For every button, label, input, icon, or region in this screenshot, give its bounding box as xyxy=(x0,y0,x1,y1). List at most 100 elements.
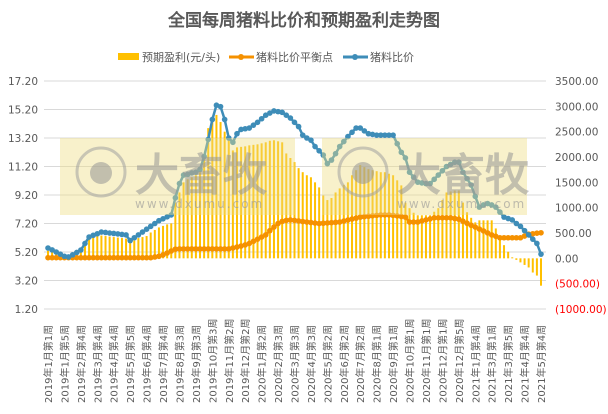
breakeven-point xyxy=(102,254,109,261)
ratio-point xyxy=(176,180,183,187)
breakeven-point xyxy=(382,212,388,218)
breakeven-point xyxy=(365,213,372,220)
x-tick-label: 2020年12月第1周 xyxy=(436,318,449,403)
breakeven-point xyxy=(275,220,281,227)
profit-bar xyxy=(281,142,284,259)
ratio-point xyxy=(250,122,257,128)
breakeven-point xyxy=(209,246,216,252)
breakeven-point xyxy=(172,246,179,252)
profit-bar xyxy=(404,202,407,259)
left-tick-label: 9.20 xyxy=(15,190,38,202)
profit-bar xyxy=(166,224,169,259)
left-tick-label: 15.20 xyxy=(8,105,38,117)
profit-bar xyxy=(330,198,333,259)
breakeven-point xyxy=(250,238,257,245)
breakeven-point xyxy=(180,246,187,252)
right-tick-label: 1500.00 xyxy=(555,177,598,189)
ratio-point xyxy=(73,249,80,256)
profit-bar xyxy=(92,237,95,259)
left-tick-label: 5.20 xyxy=(15,247,38,259)
profit-bar xyxy=(309,177,312,259)
breakeven-point xyxy=(143,254,150,261)
breakeven-point xyxy=(513,234,520,241)
ratio-point xyxy=(127,237,133,244)
breakeven-point xyxy=(538,229,544,236)
ratio-point xyxy=(135,232,142,238)
profit-bar xyxy=(157,227,160,259)
left-tick-label: 17.20 xyxy=(8,76,38,88)
profit-bar xyxy=(129,243,132,259)
watermark-url: www.dxumu.com xyxy=(397,197,526,211)
ratio-point xyxy=(476,204,483,210)
ratio-point xyxy=(349,129,355,136)
profit-bar xyxy=(531,258,534,273)
breakeven-point xyxy=(49,254,55,261)
breakeven-point xyxy=(361,213,368,220)
ratio-point xyxy=(57,251,64,257)
breakeven-point xyxy=(369,213,376,219)
profit-bar xyxy=(297,168,300,259)
breakeven-point xyxy=(377,212,384,218)
chart-title: 全国每周猪料比价和预期盈利走势图 xyxy=(167,10,440,31)
x-tick-label: 2019年9月第3周 xyxy=(190,325,203,403)
x-tick-label: 2019年2月第4周 xyxy=(75,325,88,403)
ratio-point xyxy=(427,180,433,187)
breakeven-point xyxy=(398,213,405,220)
breakeven-point xyxy=(308,219,314,226)
breakeven-point xyxy=(176,246,183,252)
ratio-point xyxy=(304,135,310,141)
series-lines xyxy=(45,102,544,261)
ratio-point xyxy=(316,148,322,154)
ratio-point xyxy=(221,116,228,123)
profit-bar xyxy=(240,146,243,259)
profit-bar xyxy=(305,175,308,259)
right-tick-label: 3000.00 xyxy=(555,101,598,113)
x-tick-label: 2020年1月第2周 xyxy=(256,325,269,403)
ratio-point xyxy=(279,109,285,116)
ratio-point xyxy=(525,232,532,238)
ratio-point xyxy=(201,153,207,160)
x-tick-label: 2021年1月第4周 xyxy=(469,325,482,403)
watermark-logo-icon xyxy=(90,162,112,184)
x-tick-label: 2019年6月第4周 xyxy=(141,325,154,403)
profit-bar xyxy=(248,145,251,259)
legend-label-profit: 预期盈利(元/头) xyxy=(142,51,220,64)
breakeven-point xyxy=(254,236,261,242)
profit-bar xyxy=(79,250,82,259)
breakeven-point xyxy=(287,217,294,223)
breakeven-point xyxy=(184,246,191,252)
ratio-point xyxy=(493,204,499,210)
profit-bar xyxy=(223,131,226,259)
legend-label-breakeven: 猪料比价平衡点 xyxy=(256,50,333,64)
ratio-point xyxy=(217,103,224,110)
x-tick-label: 2021年3月第1周 xyxy=(486,325,499,403)
x-tick-label: 2020年3月第3周 xyxy=(289,325,302,403)
left-tick-label: 1.20 xyxy=(15,304,38,316)
profit-bar xyxy=(88,238,91,259)
x-tick-label: 2020年4月第3周 xyxy=(305,325,318,403)
profit-bar xyxy=(416,215,419,259)
profit-bar xyxy=(264,142,267,259)
profit-bar xyxy=(457,190,460,259)
profit-bar xyxy=(252,144,255,259)
profit-bar xyxy=(445,192,448,259)
profit-bar xyxy=(486,220,489,259)
breakeven-point xyxy=(82,254,88,261)
x-axis: 2019年1月第1周 2019年1月第5周 2019年2月第4周 2019年3月第4周… xyxy=(42,318,548,403)
profit-bar xyxy=(194,175,197,259)
legend-marker-breakeven xyxy=(238,54,244,60)
breakeven-point xyxy=(439,215,446,221)
breakeven-point xyxy=(73,254,80,261)
breakeven-point xyxy=(332,219,339,226)
ratio-point xyxy=(295,123,302,130)
ratio-point xyxy=(328,157,335,163)
x-tick-label: 2019年12月第2周 xyxy=(239,318,252,403)
ratio-point xyxy=(341,138,347,145)
breakeven-point xyxy=(271,224,277,230)
legend-marker-ratio xyxy=(352,54,358,60)
legend-swatch-profit xyxy=(118,53,139,60)
profit-bar xyxy=(116,237,119,259)
profit-bar xyxy=(272,140,275,259)
breakeven-point xyxy=(509,234,516,241)
profit-bar xyxy=(359,165,362,259)
